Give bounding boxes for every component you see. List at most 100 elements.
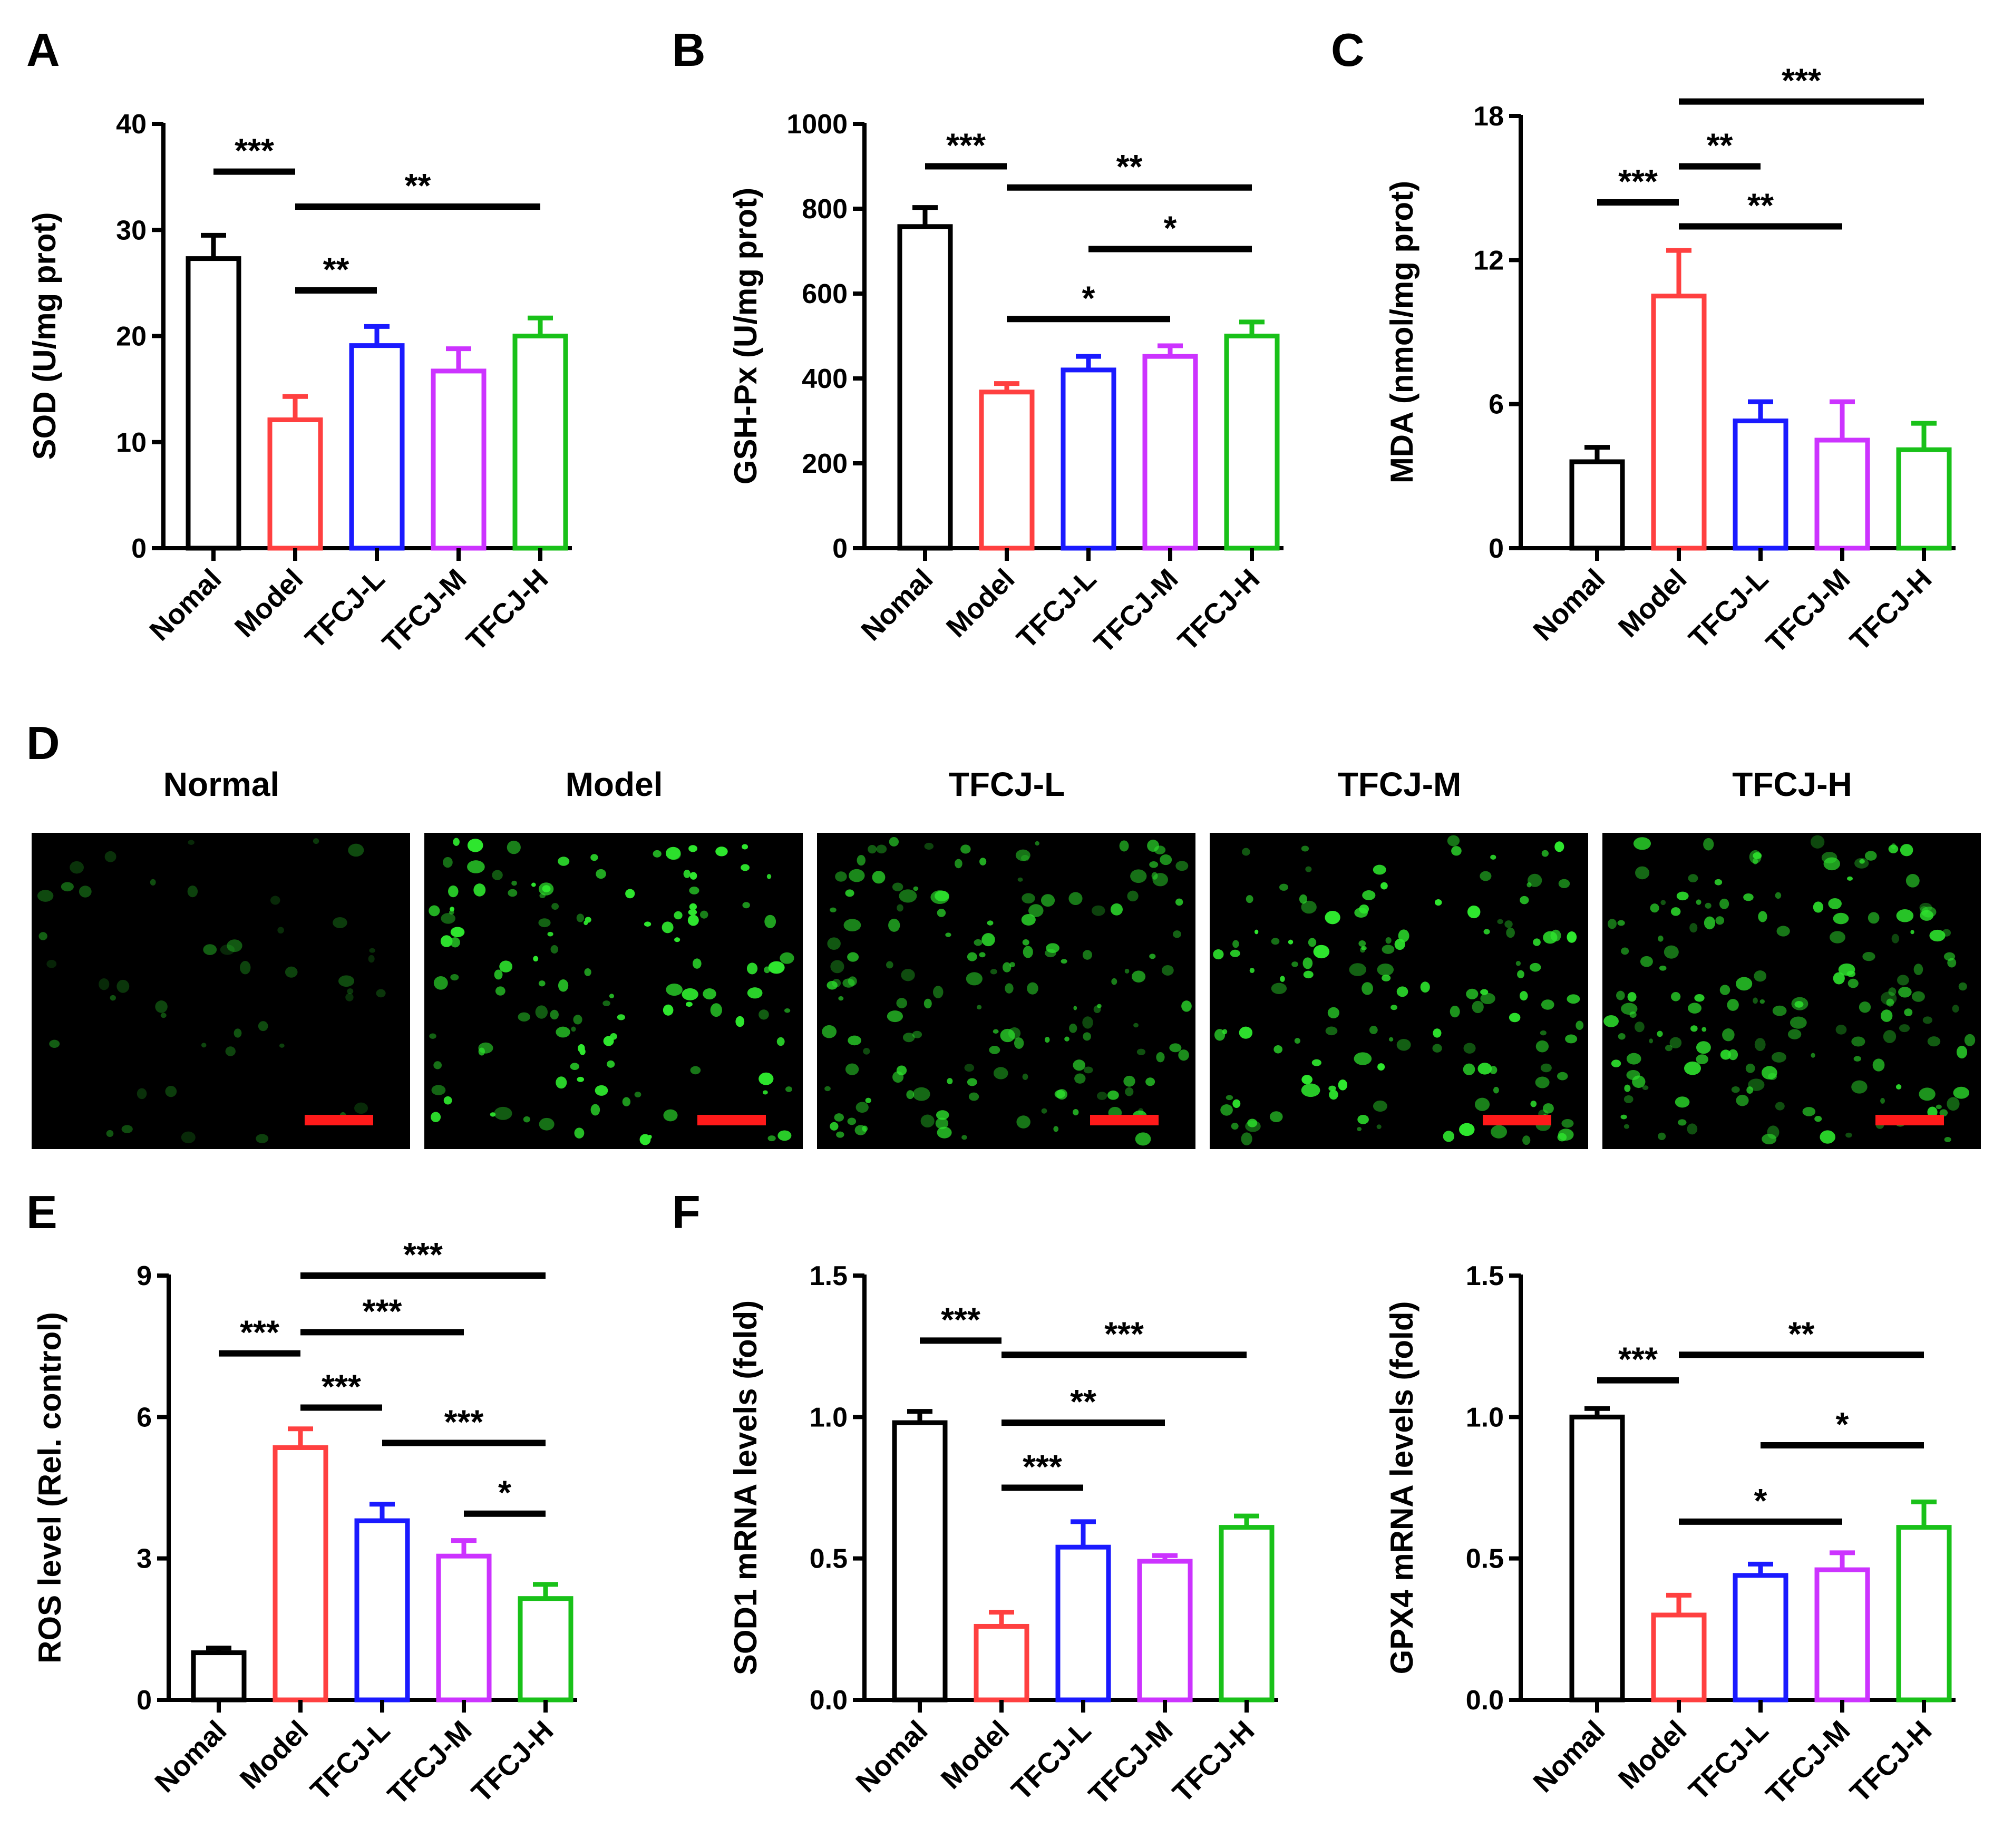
cell <box>1920 910 1934 921</box>
cell <box>662 921 674 933</box>
cell <box>1964 1034 1976 1046</box>
cell <box>511 880 517 886</box>
cell <box>1022 939 1029 946</box>
cell <box>764 915 776 928</box>
cell <box>70 861 84 874</box>
cell <box>1557 1133 1567 1142</box>
cell <box>1301 900 1317 914</box>
significance-label: *** <box>403 1236 443 1273</box>
cell <box>1433 1028 1442 1038</box>
cell <box>1474 1097 1490 1111</box>
cell <box>1620 1114 1627 1120</box>
cell <box>450 974 459 981</box>
cell <box>1096 1092 1107 1100</box>
y-tick-label: 800 <box>802 194 848 225</box>
cell <box>1035 841 1039 846</box>
cell <box>1526 882 1532 888</box>
cell <box>494 969 503 980</box>
cell <box>1069 1023 1077 1033</box>
cell <box>1956 1045 1968 1059</box>
cell <box>1041 894 1055 907</box>
cell <box>1731 1086 1740 1093</box>
micrograph-background <box>32 833 410 1149</box>
cell <box>1664 945 1679 959</box>
bar-nomal <box>897 224 953 551</box>
cell <box>857 855 866 866</box>
cell <box>1358 940 1366 947</box>
cell <box>686 1001 693 1007</box>
cell <box>1522 1135 1531 1145</box>
cell <box>933 986 944 999</box>
cell <box>150 879 156 886</box>
cell <box>1900 844 1913 857</box>
category-label: Nomal <box>1527 563 1611 647</box>
cell <box>1947 1097 1960 1111</box>
cell <box>1944 1136 1951 1143</box>
cell <box>964 1064 975 1072</box>
cell <box>450 927 465 938</box>
chart-ros: E 0 3 6 9 ROS level (Rel. control) Nomal Model… <box>26 1186 577 1811</box>
bar-tfcj-m <box>1142 354 1198 551</box>
cell <box>625 889 635 899</box>
cell <box>822 1025 837 1038</box>
cell <box>1854 858 1869 869</box>
cell <box>1754 970 1767 982</box>
cell <box>160 1013 167 1018</box>
cell <box>227 939 242 952</box>
cell <box>1391 1005 1397 1010</box>
cell <box>1936 1104 1942 1110</box>
cell <box>1119 840 1129 852</box>
category-label: TFCJ-M <box>1083 1715 1179 1811</box>
cell <box>1271 983 1287 994</box>
cell <box>453 838 460 846</box>
cell <box>1897 975 1909 986</box>
micrograph-title-tfcj-m: TFCJ-M <box>1338 765 1462 803</box>
cell <box>1649 1038 1654 1044</box>
bar-tfcj-l <box>354 1518 410 1703</box>
cell <box>499 960 513 972</box>
cell <box>376 989 386 998</box>
cell <box>1178 1049 1189 1061</box>
cell <box>1891 933 1899 944</box>
cell <box>872 871 886 884</box>
category-label: Nomal <box>1527 1715 1611 1798</box>
cell <box>689 887 699 894</box>
cell <box>450 937 460 948</box>
cell <box>1696 899 1701 905</box>
cell <box>1650 903 1659 913</box>
panel-letter-c: C <box>1331 24 1365 76</box>
cell <box>1373 864 1386 875</box>
bar-tfcj-h <box>512 334 568 551</box>
cell <box>368 955 375 963</box>
cell <box>1736 1094 1749 1106</box>
cell <box>912 1087 930 1101</box>
cell <box>1504 920 1513 928</box>
cell <box>742 844 748 850</box>
cell <box>979 952 986 958</box>
cell <box>1175 898 1183 906</box>
category-label: TFCJ-H <box>465 1715 559 1808</box>
cell <box>930 890 949 904</box>
cell <box>181 1131 196 1144</box>
cell <box>1232 1099 1241 1108</box>
cell <box>492 870 503 880</box>
cell <box>49 1039 60 1048</box>
cell <box>1009 962 1015 968</box>
cell <box>523 1116 530 1123</box>
cell <box>1325 910 1340 925</box>
cell <box>558 857 570 866</box>
cell <box>960 844 971 854</box>
cell <box>440 935 453 947</box>
cell <box>1810 835 1825 849</box>
cell <box>682 988 698 1000</box>
cell <box>1016 1115 1030 1129</box>
cell <box>1242 848 1250 856</box>
cell <box>542 885 551 892</box>
cell <box>354 1102 368 1114</box>
cell <box>1497 919 1503 925</box>
cell <box>622 1097 631 1106</box>
y-tick-label: 200 <box>802 449 848 479</box>
cell <box>538 980 546 987</box>
cell <box>1821 852 1837 864</box>
cell <box>1073 1108 1079 1116</box>
